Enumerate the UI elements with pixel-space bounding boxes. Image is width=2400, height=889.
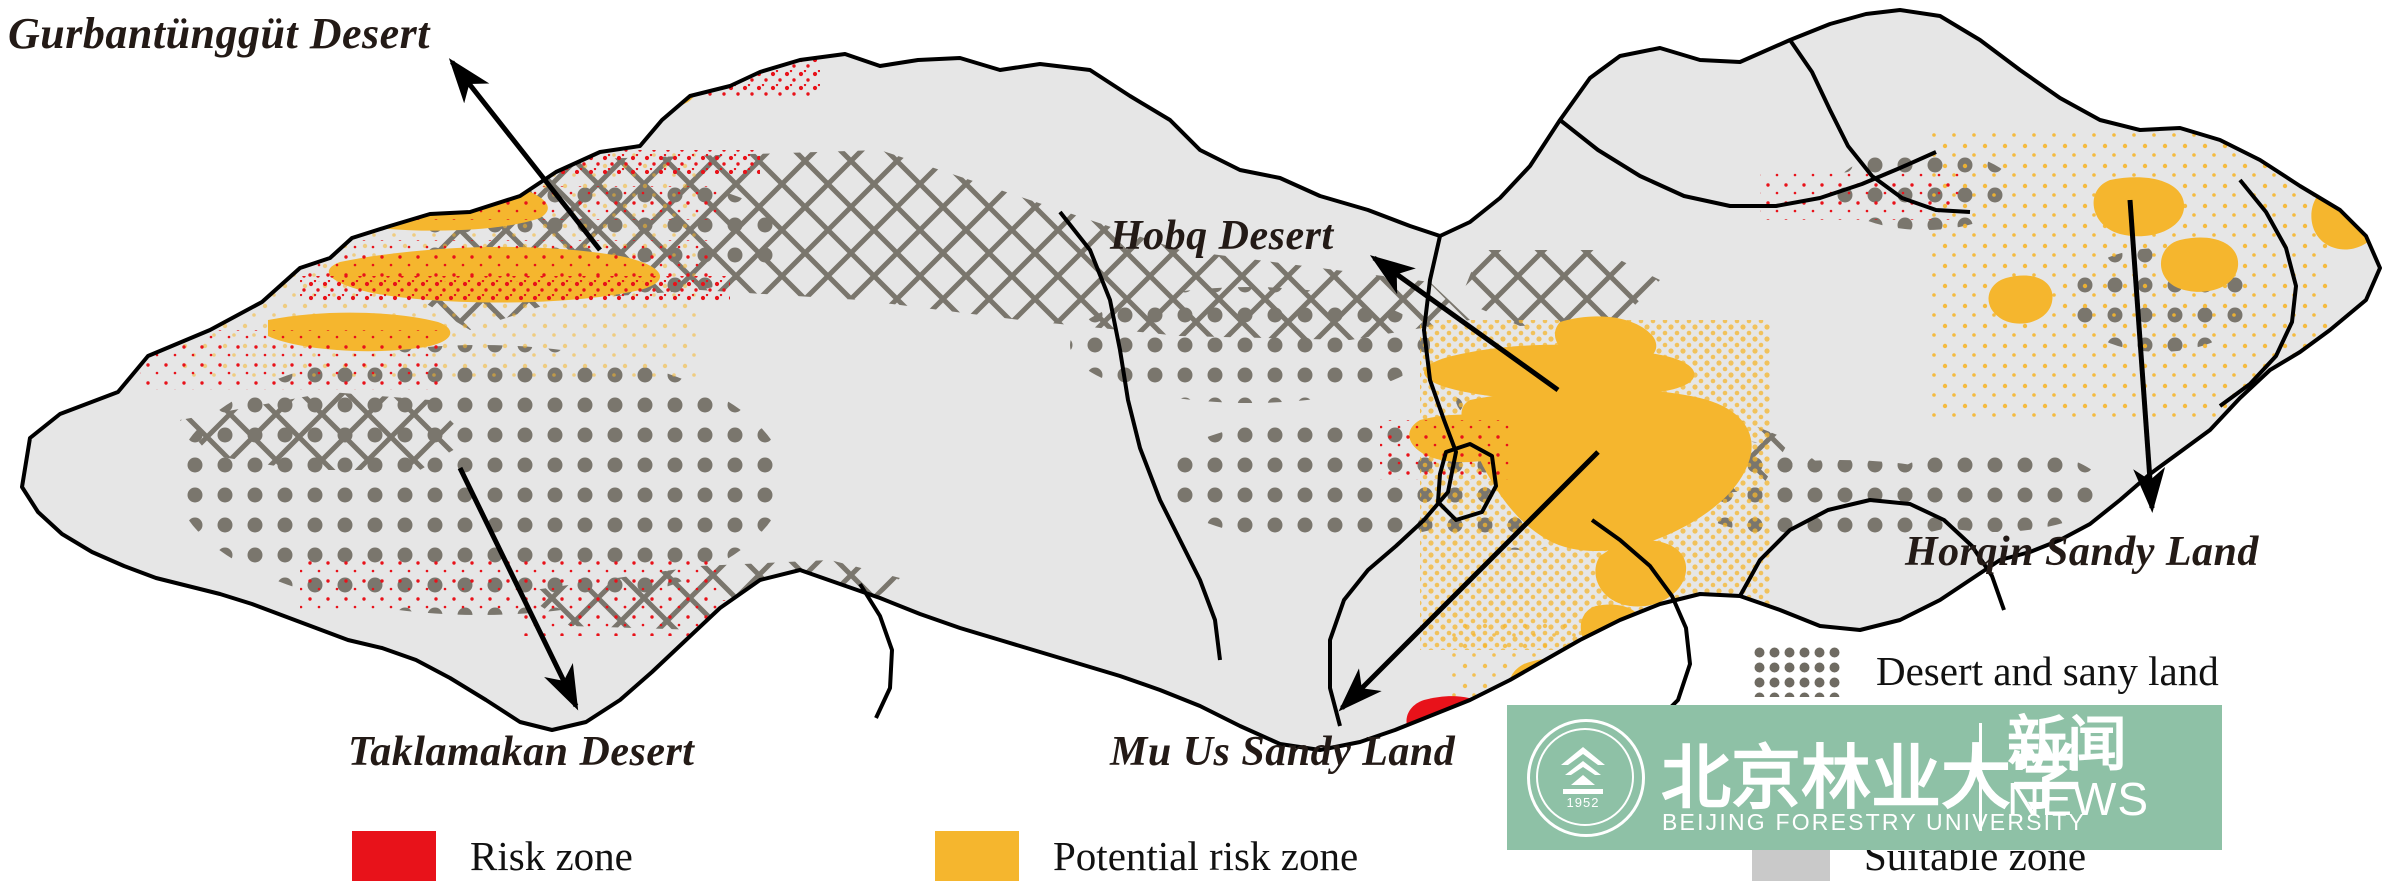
label-gurbantunggut-desert: Gurbantünggüt Desert xyxy=(8,9,431,58)
arrow-gurbantunggut xyxy=(448,58,602,252)
watermark-english-name: BEIJING FORESTRY UNIVERSITY xyxy=(1662,809,2087,835)
label-mu-us-sandy-land: Mu Us Sandy Land xyxy=(1110,729,1456,775)
label-hobq-desert: Hobq Desert xyxy=(1110,213,1334,259)
province-boundaries xyxy=(20,8,2382,752)
arrow-hobq xyxy=(1369,255,1560,393)
watermark-news-block: 新闻 NEWS xyxy=(2007,715,2217,823)
label-taklamakan-desert: Taklamakan Desert xyxy=(348,729,695,775)
bfu-seal-icon: 1952 xyxy=(1527,718,1645,837)
desert-dots-swatch xyxy=(1752,645,1842,697)
legend-label-desert: Desert and sany land xyxy=(1876,648,2219,694)
label-horqin-sandy-land: Horqin Sandy Land xyxy=(1905,529,2259,575)
map-onqin xyxy=(1885,448,2105,532)
legend-label-potential-risk-zone: Potential risk zone xyxy=(1053,833,1359,879)
legend-item-desert: Desert and sany land xyxy=(1752,645,2219,697)
risk-zone-swatch xyxy=(352,831,436,881)
annotation-arrows xyxy=(448,58,2166,712)
seal-year: 1952 xyxy=(1566,794,1600,810)
legend-item-potential-risk-zone: Potential risk zone xyxy=(935,831,1358,881)
map-gobi-hexi xyxy=(1460,250,1660,326)
legend-item-risk-zone: Risk zone xyxy=(352,831,633,881)
arrow-muus xyxy=(1338,450,1600,712)
watermark-news-cn: 新闻 xyxy=(2007,710,2127,780)
arrow-horqin xyxy=(2127,199,2166,513)
potential-risk-zone-swatch xyxy=(935,831,1019,881)
arrow-taklamakan xyxy=(457,466,579,711)
watermark-news-en: NEWS xyxy=(2007,773,2149,825)
watermark-divider xyxy=(1979,723,1982,831)
legend-label-risk-zone: Risk zone xyxy=(470,833,633,879)
map-gobi-west xyxy=(180,392,470,470)
watermark-beijing-forestry-university-news: 1952 北京林业大学 BEIJING FORESTRY UNIVERSITY … xyxy=(1507,705,2222,850)
watermark-chinese-name: 北京林业大学 xyxy=(1661,736,2081,819)
map-badainjaran xyxy=(1070,287,1430,403)
